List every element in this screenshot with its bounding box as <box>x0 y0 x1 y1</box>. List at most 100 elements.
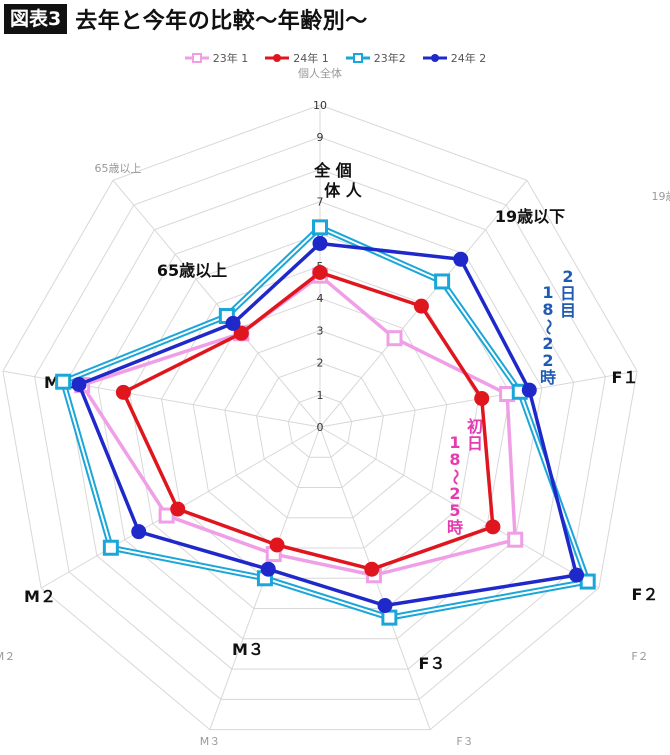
grid-ring-1 <box>287 394 353 458</box>
tick-label: 8 <box>317 163 324 176</box>
category-label: F２ <box>631 650 648 663</box>
category-overlay-label: M３ <box>232 640 264 659</box>
grid-ring-8 <box>65 168 575 670</box>
figure-badge: 図表3 <box>4 4 68 34</box>
data-point <box>434 273 451 290</box>
data-point <box>71 377 87 393</box>
tick-label: 1 <box>317 389 324 402</box>
annotation-day2-time: 18〜22時 <box>539 283 558 387</box>
legend-swatch <box>265 54 290 62</box>
legend-swatch <box>422 54 447 62</box>
data-point <box>413 298 429 314</box>
annotation-char: 日 <box>560 284 576 303</box>
legend-swatch <box>184 53 209 63</box>
data-point <box>499 386 516 403</box>
legend: 23年 1 24年 1 23年2 24年 2 <box>0 50 670 66</box>
data-point <box>312 235 328 251</box>
tick-label: 3 <box>317 324 324 337</box>
category-overlay-label: 体 人 <box>324 181 363 200</box>
series-line-3 <box>77 241 579 608</box>
category-overlay-label: 19歳以下 <box>495 207 565 226</box>
data-point <box>485 519 501 535</box>
data-point <box>170 501 186 517</box>
tick-label: 9 <box>317 131 324 144</box>
data-point <box>225 315 241 331</box>
category-label: 19歳以下 <box>652 190 670 203</box>
category-label: M３ <box>200 735 221 748</box>
category-label: 個人全体 <box>298 66 342 80</box>
data-point <box>377 598 393 614</box>
annotation-char: 5 <box>449 501 460 520</box>
legend-label: 24年 1 <box>293 52 329 65</box>
annotation-char: 目 <box>560 301 576 320</box>
data-point <box>55 373 72 390</box>
data-point <box>364 561 380 577</box>
legend-item: 24年 1 <box>264 50 329 66</box>
annotation-day2: 2日目 <box>560 267 576 320</box>
axis-spoke <box>319 426 600 589</box>
tick-label: 4 <box>317 292 324 305</box>
annotation-char: 8 <box>449 450 460 469</box>
legend-item: 23年 1 <box>184 50 248 66</box>
data-point <box>453 251 469 267</box>
category-overlay-label: 65歳以上 <box>157 261 227 280</box>
series-line-0 <box>80 273 517 578</box>
category-label: 65歳以上 <box>95 162 142 175</box>
annotation-char: 2 <box>542 334 553 353</box>
data-point <box>269 537 285 553</box>
legend-label: 24年 2 <box>450 52 487 65</box>
category-overlay-label: M２ <box>24 587 56 606</box>
series-line-inner-2 <box>62 226 589 619</box>
grid-ring-10 <box>2 104 638 731</box>
chart-header: 図表3 去年と今年の比較〜年齢別〜 <box>4 3 368 35</box>
data-point <box>386 330 403 347</box>
annotation-char: 時 <box>540 368 556 387</box>
annotation-char: 1 <box>449 433 460 452</box>
data-point <box>521 382 537 398</box>
annotation-char: 〜 <box>446 469 465 485</box>
annotation-char: 時 <box>447 518 463 537</box>
category-label: M２ <box>0 650 15 663</box>
annotation-char: 〜 <box>539 319 558 335</box>
grid-ring-2 <box>256 362 384 489</box>
data-point <box>381 609 398 626</box>
annotation-char: 1 <box>542 283 553 302</box>
grid-ring-7 <box>97 201 543 640</box>
annotation-char: 8 <box>542 300 553 319</box>
series-line-1 <box>121 270 495 571</box>
legend-label: 23年2 <box>373 52 406 65</box>
annotation-day1-time: 18〜25時 <box>446 433 465 537</box>
data-point <box>131 524 147 540</box>
tick-label: 7 <box>317 196 324 209</box>
data-point <box>312 219 328 236</box>
annotation-char: 2 <box>562 267 573 286</box>
data-point <box>579 573 596 590</box>
data-point <box>102 539 119 556</box>
tick-label: 0 <box>317 421 324 434</box>
data-point <box>158 507 175 524</box>
annotation-day1: 初日 <box>467 417 483 453</box>
annotation-char: 日 <box>467 434 483 453</box>
data-point <box>312 264 328 280</box>
grid-ring-9 <box>34 136 606 700</box>
category-overlay-label: F２ <box>632 585 659 604</box>
annotation-char: 2 <box>542 351 553 370</box>
chart-title: 去年と今年の比較〜年齢別〜 <box>75 9 368 34</box>
data-point <box>474 390 490 406</box>
category-overlay-label: F３ <box>419 654 446 673</box>
grid-ring-3 <box>224 329 416 519</box>
tick-label: 2 <box>317 357 324 370</box>
data-point <box>115 384 131 400</box>
data-point <box>260 561 276 577</box>
annotation-char: 2 <box>449 484 460 503</box>
axis-spoke <box>112 180 321 428</box>
data-point <box>569 567 585 583</box>
data-point <box>507 531 524 548</box>
tick-label: 10 <box>313 99 327 112</box>
annotation-char: 初 <box>467 417 483 436</box>
category-overlay-label: 全 個 <box>313 161 352 180</box>
legend-item: 24年 2 <box>422 50 487 66</box>
data-point <box>233 325 249 341</box>
category-overlay-label: F１ <box>612 368 639 387</box>
